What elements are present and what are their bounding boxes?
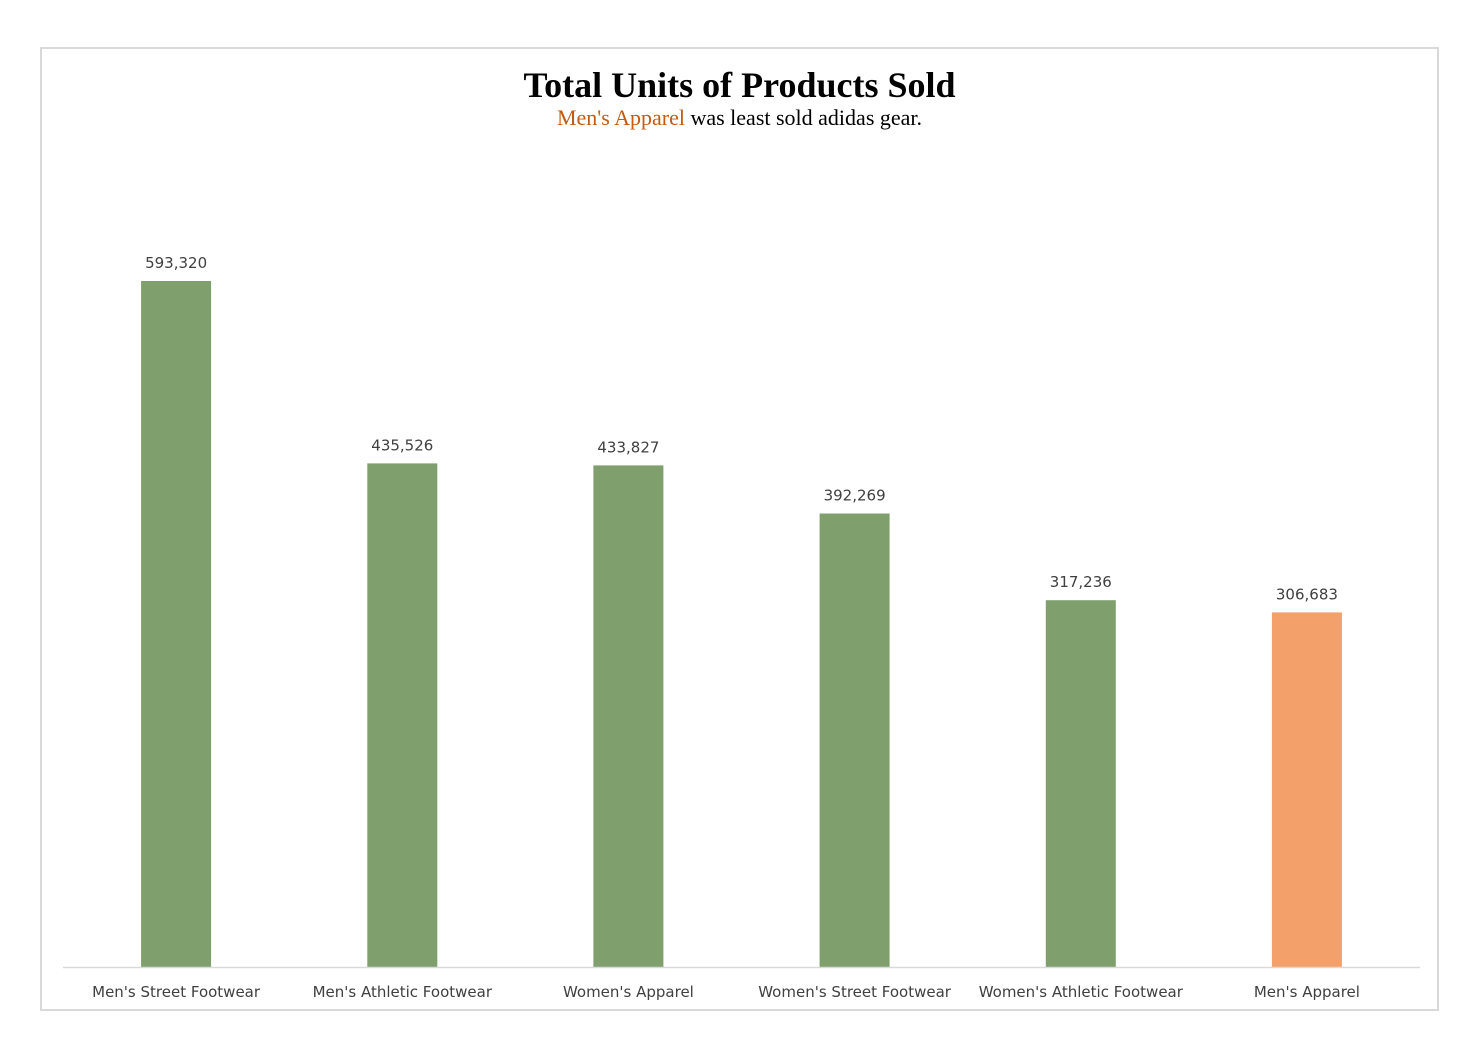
chart-title: Total Units of Products Sold (523, 65, 956, 105)
data-label-4: 392,269 (824, 487, 886, 505)
category-label-3: Women's Apparel (563, 983, 694, 1001)
data-label-6: 306,683 (1276, 585, 1338, 603)
subtitle-text: was least sold adidas gear. (684, 105, 923, 130)
bar-6 (1271, 612, 1342, 967)
category-label-5: Women's Athletic Footwear (979, 983, 1184, 1001)
labels-layer: 593,320 Men's Street Footwear 435,526 Men's… (92, 254, 1360, 1001)
category-label-2: Men's Athletic Footwear (313, 983, 493, 1001)
bar-chart: 593,320 Men's Street Footwear 435,526 Men's… (63, 254, 1420, 1001)
bar-3 (593, 465, 664, 967)
category-label-6: Men's Apparel (1254, 983, 1360, 1001)
data-label-3: 433,827 (597, 438, 659, 456)
data-label-1: 593,320 (145, 254, 207, 272)
chart-subtitle: Men's Apparel was least sold adidas gear… (42, 105, 1437, 131)
bar-2 (367, 463, 438, 967)
category-label-1: Men's Street Footwear (92, 983, 261, 1001)
chart-frame: Total Units of Products Sold Men's Appar… (40, 47, 1439, 1011)
bar-5 (1045, 600, 1116, 967)
bars-layer (141, 281, 1342, 967)
data-label-5: 317,236 (1050, 573, 1112, 591)
bar-1 (141, 281, 212, 967)
data-label-2: 435,526 (371, 436, 433, 454)
category-label-4: Women's Street Footwear (758, 983, 952, 1001)
subtitle-highlight: Men's Apparel (556, 105, 685, 130)
bar-4 (819, 513, 890, 967)
